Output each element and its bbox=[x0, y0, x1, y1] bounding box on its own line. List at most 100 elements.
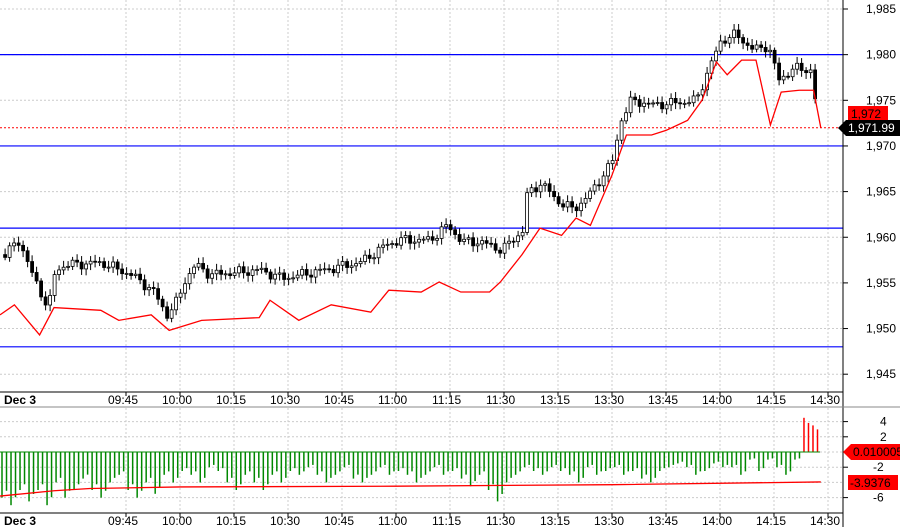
time-tick-label: 10:00 bbox=[162, 393, 192, 407]
candle-body bbox=[610, 160, 615, 165]
candle-body bbox=[390, 243, 395, 245]
overlay-line bbox=[0, 59, 822, 337]
candle-body bbox=[160, 298, 165, 308]
candle-body bbox=[448, 224, 453, 231]
y-tick-label: -6 bbox=[873, 491, 884, 505]
candle-body bbox=[664, 104, 669, 110]
y-tick-label: 1,945 bbox=[866, 367, 896, 381]
time-tick-label: 13:45 bbox=[648, 514, 678, 527]
candle-body bbox=[565, 201, 570, 208]
candle-body bbox=[192, 266, 197, 274]
signal-line bbox=[0, 481, 821, 497]
candle-body bbox=[327, 268, 332, 271]
candle-body bbox=[417, 238, 422, 243]
candle-body bbox=[25, 250, 30, 262]
time-tick-label: 10:15 bbox=[216, 514, 246, 527]
candle-body bbox=[48, 295, 52, 306]
time-tick-label: 09:45 bbox=[108, 393, 138, 407]
y-tick-label: 1,960 bbox=[866, 230, 896, 244]
candle-body bbox=[30, 261, 35, 273]
candle-body bbox=[475, 243, 480, 247]
candle-body bbox=[660, 102, 664, 110]
candle-body bbox=[313, 269, 318, 278]
candle-body bbox=[624, 112, 628, 122]
candle-body bbox=[354, 263, 359, 267]
axis-labels: 1,985 1,980 1,975 1,970 1,965 1,960 1,955 1,950… bbox=[838, 2, 900, 505]
candle-body bbox=[237, 266, 242, 274]
candle-body bbox=[520, 232, 525, 237]
date-label: Dec 3 bbox=[4, 393, 36, 407]
candle-body bbox=[408, 235, 413, 244]
time-tick-label: 14:15 bbox=[756, 514, 786, 527]
candle-body bbox=[453, 229, 458, 235]
time-tick-label: 14:30 bbox=[810, 393, 840, 407]
candle-body bbox=[556, 196, 561, 205]
candle-body bbox=[187, 273, 192, 285]
candle-body bbox=[525, 192, 529, 233]
candle-body bbox=[462, 238, 467, 242]
time-tick-label: 13:15 bbox=[540, 514, 570, 527]
candle-body bbox=[340, 261, 345, 266]
candle-body bbox=[534, 187, 538, 193]
candle-body bbox=[52, 274, 57, 296]
candle-body bbox=[741, 37, 745, 44]
time-tick-label: 14:15 bbox=[756, 393, 786, 407]
candle-body bbox=[358, 261, 363, 265]
time-tick-label: 13:30 bbox=[594, 393, 624, 407]
candle-body bbox=[727, 37, 732, 44]
candle-body bbox=[763, 47, 768, 53]
candle-body bbox=[246, 272, 251, 276]
price-last-tag bbox=[838, 120, 900, 136]
candle-body bbox=[88, 260, 93, 265]
candle-body bbox=[799, 62, 804, 71]
y-tick-label: 1,980 bbox=[866, 48, 896, 62]
overlay-last-tag bbox=[848, 106, 888, 121]
grid bbox=[0, 0, 843, 512]
y-tick-label: 1,975 bbox=[866, 93, 896, 107]
candle-body bbox=[529, 187, 534, 194]
y-tick-label: 1,950 bbox=[866, 322, 896, 336]
candle-body bbox=[232, 272, 237, 276]
candle-body bbox=[309, 274, 314, 278]
candle-body bbox=[687, 102, 691, 105]
candle-body bbox=[552, 191, 556, 198]
candle-body bbox=[471, 237, 476, 247]
candle-body bbox=[745, 42, 750, 46]
candle-body bbox=[16, 242, 21, 246]
candle-body bbox=[214, 269, 219, 275]
candle-body bbox=[637, 99, 642, 107]
candle-body bbox=[183, 283, 188, 294]
signal-last-value: -3.9376 bbox=[850, 476, 891, 490]
candle-body bbox=[259, 267, 264, 270]
candle-body bbox=[363, 254, 368, 262]
candle-body bbox=[66, 265, 70, 268]
candle-body bbox=[498, 249, 503, 254]
candle-body bbox=[777, 62, 781, 81]
candle-body bbox=[84, 263, 88, 270]
candle-body bbox=[295, 274, 300, 279]
candle-body bbox=[786, 75, 790, 78]
time-tick-label: 13:15 bbox=[540, 393, 570, 407]
indicator-panel bbox=[0, 417, 821, 506]
candle-body bbox=[156, 288, 161, 300]
histogram-last-value: 0.010005 bbox=[853, 445, 900, 459]
candle-body bbox=[516, 235, 520, 243]
candle-body bbox=[628, 96, 633, 114]
histogram-last-tag bbox=[843, 444, 900, 460]
candle-body bbox=[102, 261, 106, 268]
y-tick-label: 1,965 bbox=[866, 185, 896, 199]
candle-body bbox=[385, 243, 390, 246]
candle-body bbox=[790, 68, 795, 78]
candle-body bbox=[439, 226, 444, 239]
candle-body bbox=[291, 277, 296, 280]
time-tick-label: 10:45 bbox=[324, 514, 354, 527]
candle-body bbox=[124, 273, 129, 275]
candle-body bbox=[696, 94, 700, 97]
candle-body bbox=[691, 95, 696, 104]
candle-body bbox=[21, 244, 26, 252]
time-tick-label: 09:45 bbox=[108, 514, 138, 527]
candle-body bbox=[282, 272, 287, 280]
candle-body bbox=[574, 206, 579, 212]
time-tick-label: 11:15 bbox=[432, 393, 461, 407]
time-tick-label: 11:30 bbox=[486, 514, 515, 527]
